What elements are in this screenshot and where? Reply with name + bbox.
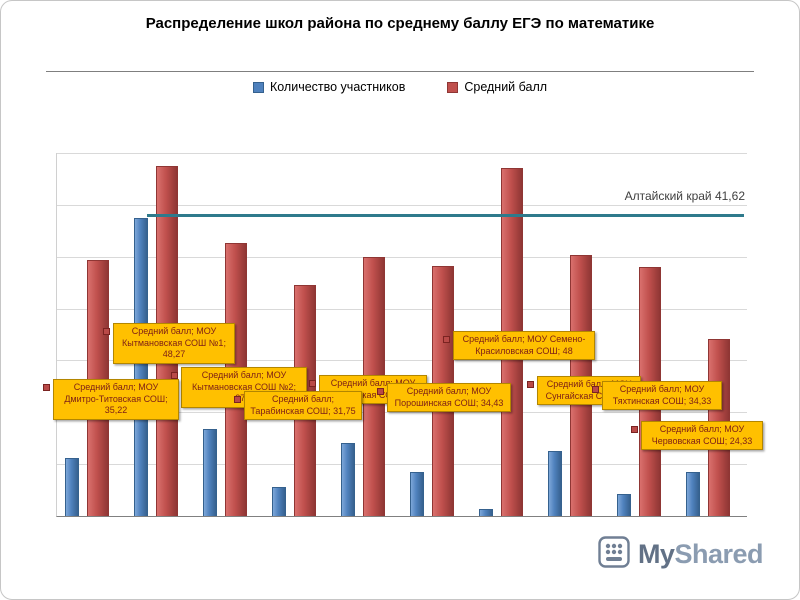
- data-label-callout-6: Средний балл; МОУ Порошинская СОШ; 34,43: [377, 383, 511, 413]
- legend-swatch-average-score: [447, 81, 459, 93]
- bar-blue-9: [617, 494, 631, 516]
- callout-marker: [309, 380, 316, 387]
- bar-blue-8: [548, 451, 562, 516]
- callout-text: Средний балл; МОУ Порошинская СОШ; 34,43: [394, 386, 504, 408]
- gridline: [57, 360, 747, 361]
- legend-label-participants: Количество участников: [269, 80, 406, 94]
- callout-marker: [103, 328, 110, 335]
- legend-divider: [46, 71, 754, 72]
- gridline: [57, 153, 747, 154]
- callout-text: Средний балл; МОУ Семено-Красиловская СО…: [462, 334, 586, 356]
- data-label-callout-10: Средний балл; МОУ Червовская СОШ; 24,33: [631, 421, 763, 451]
- gridline: [57, 412, 747, 413]
- data-label-callout-9: Средний балл; МОУ Тяхтинская СОШ; 34,33: [592, 381, 722, 411]
- reference-line: [147, 214, 744, 217]
- callout-text: Средний балл; МОУ Кытмановская СОШ №1; 4…: [122, 326, 226, 360]
- myshared-logo-icon: [598, 536, 630, 573]
- callout-marker: [377, 388, 384, 395]
- myshared-wordmark: MyShared: [637, 539, 764, 569]
- callout-marker: [234, 396, 241, 403]
- bar-blue-1: [65, 458, 79, 516]
- data-label-callout-2: Средний балл; МОУ Дмитро-Титовская СОШ; …: [43, 379, 179, 421]
- callout-text: Средний балл; МОУ Октябрьская СОШ; 35,7: [323, 378, 423, 400]
- callout-text: Средний балл; МОУ Сунгайская СОШ; 36: [545, 379, 633, 401]
- callout-marker: [443, 336, 450, 343]
- data-label-callout-7: Средний балл; МОУ Семено-Красиловская СО…: [443, 331, 595, 361]
- bar-blue-2: [134, 218, 148, 516]
- legend-item-average-score: Средний балл: [447, 80, 547, 94]
- bar-blue-3: [203, 429, 217, 516]
- callout-marker: [43, 384, 50, 391]
- gridline: [57, 257, 747, 258]
- bar-blue-7: [479, 509, 493, 516]
- callout-marker: [631, 426, 638, 433]
- bar-blue-5: [341, 443, 355, 516]
- callout-text: Средний балл; Тарабинская СОШ; 31,75: [250, 394, 356, 416]
- bar-blue-10: [686, 472, 700, 516]
- legend-item-participants: Количество участников: [252, 80, 406, 94]
- legend-label-average-score: Средний балл: [464, 80, 548, 94]
- legend-swatch-participants: [252, 81, 264, 93]
- callout-text: Средний балл; МОУ Червовская СОШ; 24,33: [651, 424, 753, 446]
- gridline: [57, 309, 747, 310]
- bar-blue-4: [272, 487, 286, 516]
- gridline: [57, 205, 747, 206]
- callout-marker: [527, 381, 534, 388]
- gridline: [57, 464, 747, 465]
- callout-marker: [171, 372, 178, 379]
- callout-text: Средний балл; МОУ Тяхтинская СОШ; 34,33: [612, 384, 712, 406]
- callout-marker: [592, 386, 599, 393]
- myshared-watermark[interactable]: MyShared: [598, 536, 763, 573]
- data-label-callout-5: Средний балл; Тарабинская СОШ; 31,75: [234, 391, 362, 421]
- data-label-callout-1: Средний балл; МОУ Кытмановская СОШ №1; 4…: [103, 323, 235, 365]
- callout-text: Средний балл; МОУ Дмитро-Титовская СОШ; …: [64, 382, 168, 416]
- reference-line-label: Алтайский край 41,62: [624, 189, 745, 203]
- chart-legend: Количество участников Средний балл: [1, 80, 799, 94]
- bar-blue-6: [410, 472, 424, 516]
- chart-title: Распределение школ района по среднему ба…: [145, 15, 655, 32]
